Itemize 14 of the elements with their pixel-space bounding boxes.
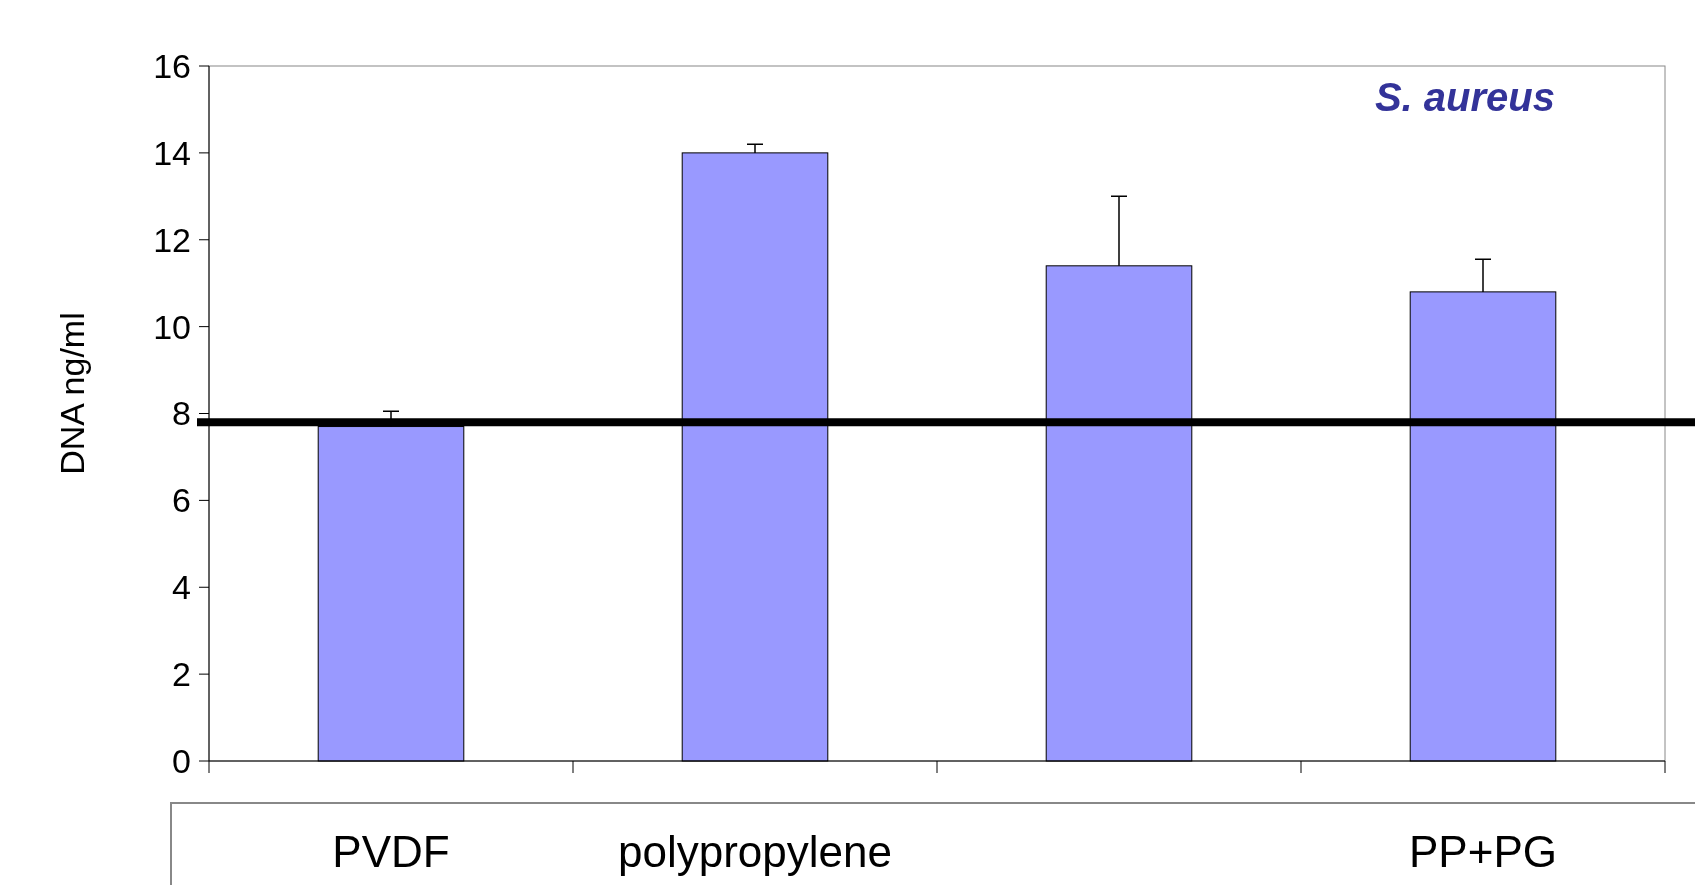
y-tick-label: 10 [153,307,191,346]
y-tick-label: 2 [172,655,191,694]
x-tick-label: PVDF [332,827,450,877]
y-tick-label: 16 [153,46,191,85]
x-tick-label: polypropylene [618,827,892,877]
y-tick-label: 14 [153,133,191,172]
chart-title: S. aureus [1374,75,1555,119]
y-tick-label: 4 [172,568,191,607]
y-tick-label: 0 [172,741,191,780]
y-axis-title: DNA ng/ml [53,312,91,475]
y-tick-label: 12 [153,220,191,259]
x-tick-label: PP+PG [1409,827,1557,877]
y-tick-label: 6 [172,481,191,520]
y-tick-label: 8 [172,394,191,433]
